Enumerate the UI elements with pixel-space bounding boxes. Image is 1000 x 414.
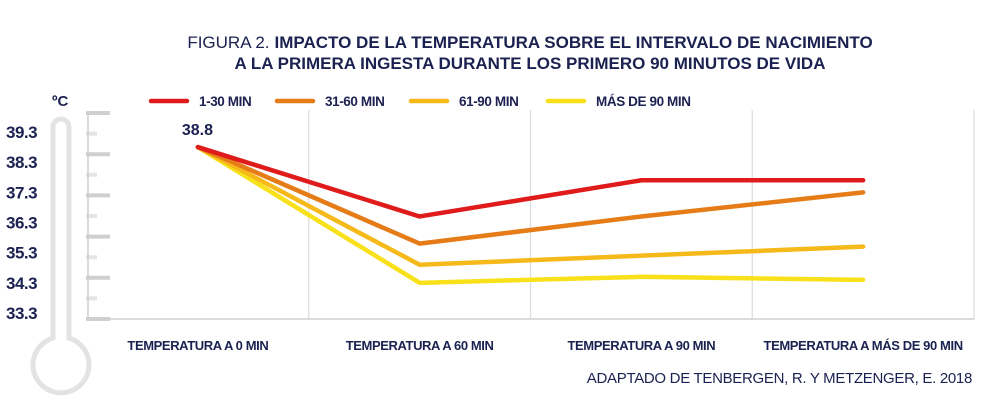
y-tick-label: 38.3 — [6, 153, 37, 172]
series-lines — [195, 144, 866, 286]
y-axis-labels: 39.3 38.3 37.3 36.3 35.3 34.3 33.3 — [6, 123, 38, 323]
y-tick-label: 34.3 — [6, 274, 37, 293]
legend-label: 31-60 MIN — [325, 94, 384, 109]
legend-item: MÁS DE 90 MIN — [545, 94, 691, 109]
x-tick-label: TEMPERATURA A 0 MIN — [127, 338, 268, 353]
x-tick-label: TEMPERATURA A 90 MIN — [567, 338, 715, 353]
x-axis-labels: TEMPERATURA A 0 MIN TEMPERATURA A 60 MIN T… — [127, 338, 963, 353]
legend-item: 31-60 MIN — [274, 94, 385, 109]
y-tick-label: 35.3 — [6, 244, 37, 263]
y-tick-label: 39.3 — [6, 123, 37, 142]
y-tick-label: 36.3 — [6, 214, 37, 233]
series-line — [195, 144, 866, 286]
y-tick-label: 33.3 — [6, 304, 37, 323]
chart-title-text: IMPACTO DE LA TEMPERATURA SOBRE EL INTER… — [275, 33, 873, 52]
series-line — [195, 144, 866, 219]
data-label: 38.8 — [182, 122, 213, 139]
chart-title-line2: A LA PRIMERA INGESTA DURANTE LOS PRIMERO… — [235, 54, 826, 73]
y-axis-ticks — [86, 111, 110, 321]
series-line — [195, 144, 866, 246]
legend-item: 61-90 MIN — [408, 94, 519, 109]
thermometer-icon — [30, 116, 92, 396]
legend-item: 1-30 MIN — [148, 94, 252, 109]
legend-label: MÁS DE 90 MIN — [596, 94, 691, 109]
figure-label: FIGURA 2. — [187, 33, 269, 52]
series-line — [195, 144, 866, 267]
y-tick-label: 37.3 — [6, 183, 37, 202]
legend-label: 1-30 MIN — [199, 94, 251, 109]
grid-lines — [308, 110, 975, 319]
source-note: ADAPTADO DE TENBERGEN, R. Y METZENGER, E… — [587, 370, 972, 387]
data-labels: 38.8 — [182, 122, 213, 139]
y-axis-unit: ºC — [52, 93, 68, 110]
legend-label: 61-90 MIN — [459, 94, 518, 109]
x-tick-label: TEMPERATURA A 60 MIN — [346, 338, 494, 353]
chart-title-line1: FIGURA 2. IMPACTO DE LA TEMPERATURA SOBRE… — [187, 33, 872, 52]
thermometer-outline — [30, 116, 92, 396]
legend: 1-30 MIN 31-60 MIN 61-90 MIN MÁS DE 90 MIN — [148, 94, 691, 109]
x-tick-label: TEMPERATURA A MÁS DE 90 MIN — [764, 338, 963, 353]
